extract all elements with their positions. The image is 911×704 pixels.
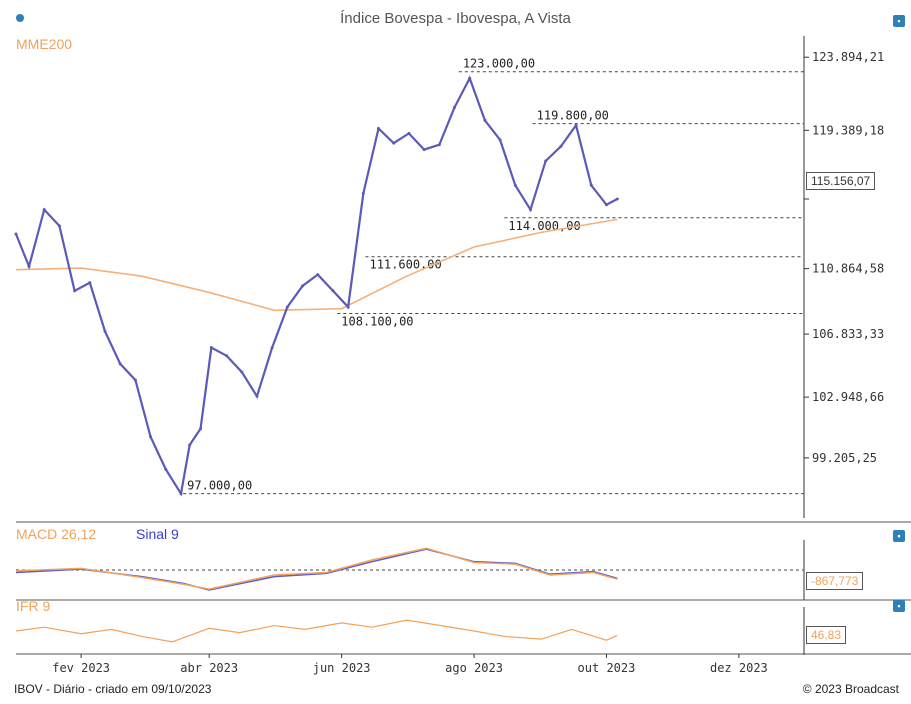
price-point <box>255 394 259 398</box>
price-point <box>199 427 203 431</box>
price-point <box>164 467 168 471</box>
y-tick-label: 110.864,58 <box>812 262 884 276</box>
price-point <box>407 131 411 135</box>
x-tick-label: fev 2023 <box>52 661 110 675</box>
price-point <box>331 289 335 293</box>
price-point <box>615 197 619 201</box>
footer-source: IBOV - Diário - criado em 09/10/2023 <box>14 682 212 696</box>
price-point <box>209 346 213 350</box>
price-point <box>316 273 320 277</box>
price-point <box>422 148 426 152</box>
price-point <box>544 159 548 163</box>
reference-label: 108.100,00 <box>341 315 413 329</box>
price-point <box>559 144 563 148</box>
reference-label: 119.800,00 <box>537 109 609 123</box>
price-point <box>285 305 289 309</box>
price-point <box>437 143 441 147</box>
mme200-line <box>15 218 618 312</box>
price-line <box>14 75 618 497</box>
y-tick-label: 106.833,33 <box>812 327 884 341</box>
price-point <box>604 203 608 207</box>
price-point <box>73 289 77 293</box>
price-point <box>240 370 244 374</box>
chart-title: Índice Bovespa - Ibovespa, A Vista <box>340 10 571 27</box>
price-point <box>346 305 350 309</box>
y-tick-label: 119.389,18 <box>812 123 884 137</box>
reference-label: 123.000,00 <box>463 57 535 71</box>
price-point <box>498 138 502 142</box>
sinal-line <box>15 548 618 591</box>
legend-macd: MACD 26,12 <box>16 526 97 542</box>
price-point <box>57 224 61 228</box>
x-tick-label: ago 2023 <box>445 661 503 675</box>
price-point <box>513 183 517 187</box>
legend-sinal: Sinal 9 <box>136 526 179 542</box>
x-tick-label: out 2023 <box>578 661 636 675</box>
footer-copyright: © 2023 Broadcast <box>802 682 899 696</box>
price-point <box>103 329 107 333</box>
price-point <box>528 208 532 212</box>
price-point <box>88 281 92 285</box>
price-point <box>361 191 365 195</box>
ifr-value-box: 46,83 <box>806 626 847 644</box>
price-point <box>483 118 487 122</box>
price-point <box>27 264 31 268</box>
x-tick-label: jun 2023 <box>313 661 371 675</box>
price-point <box>270 346 274 350</box>
y-tick-label: 99.205,25 <box>812 451 877 465</box>
price-point <box>149 435 153 439</box>
legend-ifr: IFR 9 <box>16 598 51 614</box>
pin-icon[interactable] <box>16 14 24 22</box>
reference-label: 111.600,00 <box>369 258 441 272</box>
ifr-line <box>15 619 618 643</box>
expand-icon[interactable]: ▪ <box>893 530 905 542</box>
price-point <box>589 183 593 187</box>
x-tick-label: dez 2023 <box>710 661 768 675</box>
y-tick-label: 102.948,66 <box>812 390 884 404</box>
reference-label: 114.000,00 <box>508 219 580 233</box>
macd-value-box: -867,773 <box>806 572 864 590</box>
price-point <box>453 105 457 109</box>
price-point <box>468 76 472 80</box>
price-point <box>14 232 18 236</box>
price-point <box>179 492 183 496</box>
price-point <box>118 362 122 366</box>
price-point <box>225 354 229 358</box>
price-point <box>133 378 137 382</box>
macd-line <box>15 547 618 590</box>
y-tick-label: 123.894,21 <box>812 50 884 64</box>
price-point <box>377 127 381 131</box>
x-tick-label: abr 2023 <box>180 661 238 675</box>
price-point <box>301 284 305 288</box>
price-point <box>42 208 46 212</box>
last-value-box: 115.156,07 <box>806 172 876 190</box>
price-point <box>392 141 396 145</box>
reference-label: 97.000,00 <box>187 479 252 493</box>
expand-icon[interactable]: ▪ <box>893 15 905 27</box>
price-point <box>574 123 578 127</box>
legend-mme200: MME200 <box>16 36 73 52</box>
price-point <box>188 443 192 447</box>
expand-icon[interactable]: ▪ <box>893 600 905 612</box>
